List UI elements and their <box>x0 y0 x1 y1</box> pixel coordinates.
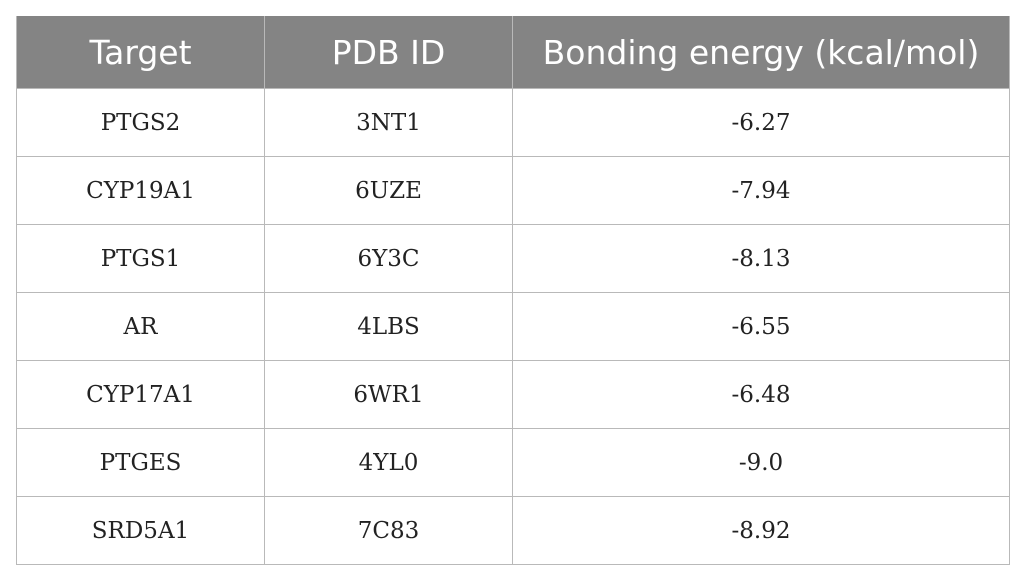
header-row: Target PDB ID Bonding energy (kcal/mol) <box>16 16 1010 89</box>
cell-target: SRD5A1 <box>16 496 265 565</box>
cell-bonding-energy: -6.48 <box>512 360 1010 429</box>
docking-results-table: Target PDB ID Bonding energy (kcal/mol) … <box>16 16 1010 565</box>
table-row: PTGS1 6Y3C -8.13 <box>16 224 1010 293</box>
cell-bonding-energy: -7.94 <box>512 156 1010 225</box>
cell-bonding-energy: -8.92 <box>512 496 1010 565</box>
table-row: PTGS2 3NT1 -6.27 <box>16 88 1010 157</box>
cell-pdb-id: 6WR1 <box>264 360 513 429</box>
cell-bonding-energy: -6.55 <box>512 292 1010 361</box>
cell-pdb-id: 7C83 <box>264 496 513 565</box>
table-body: PTGS2 3NT1 -6.27 CYP19A1 6UZE -7.94 PTGS… <box>16 88 1010 565</box>
table-row: CYP17A1 6WR1 -6.48 <box>16 360 1010 429</box>
table-row: PTGES 4YL0 -9.0 <box>16 428 1010 497</box>
column-header-pdb-id: PDB ID <box>264 16 513 89</box>
column-header-bonding-energy: Bonding energy (kcal/mol) <box>512 16 1010 89</box>
cell-bonding-energy: -8.13 <box>512 224 1010 293</box>
docking-results-table-container: Target PDB ID Bonding energy (kcal/mol) … <box>16 16 1010 565</box>
cell-target: CYP17A1 <box>16 360 265 429</box>
cell-target: AR <box>16 292 265 361</box>
table-row: AR 4LBS -6.55 <box>16 292 1010 361</box>
cell-target: CYP19A1 <box>16 156 265 225</box>
cell-pdb-id: 3NT1 <box>264 88 513 157</box>
table-row: SRD5A1 7C83 -8.92 <box>16 496 1010 565</box>
cell-pdb-id: 4YL0 <box>264 428 513 497</box>
table-header: Target PDB ID Bonding energy (kcal/mol) <box>16 16 1010 89</box>
cell-bonding-energy: -9.0 <box>512 428 1010 497</box>
cell-pdb-id: 6Y3C <box>264 224 513 293</box>
column-header-target: Target <box>16 16 265 89</box>
cell-target: PTGES <box>16 428 265 497</box>
cell-target: PTGS1 <box>16 224 265 293</box>
cell-pdb-id: 4LBS <box>264 292 513 361</box>
cell-target: PTGS2 <box>16 88 265 157</box>
table-row: CYP19A1 6UZE -7.94 <box>16 156 1010 225</box>
cell-pdb-id: 6UZE <box>264 156 513 225</box>
cell-bonding-energy: -6.27 <box>512 88 1010 157</box>
